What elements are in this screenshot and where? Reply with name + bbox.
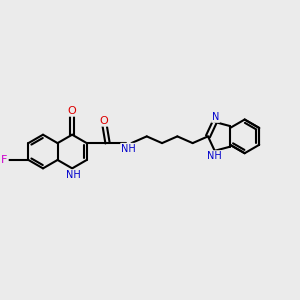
Text: O: O: [68, 106, 76, 116]
Text: F: F: [1, 155, 8, 165]
Text: N: N: [212, 112, 219, 122]
Text: NH: NH: [207, 151, 222, 161]
Text: NH: NH: [66, 170, 81, 180]
Text: O: O: [99, 116, 108, 126]
Text: NH: NH: [121, 144, 136, 154]
